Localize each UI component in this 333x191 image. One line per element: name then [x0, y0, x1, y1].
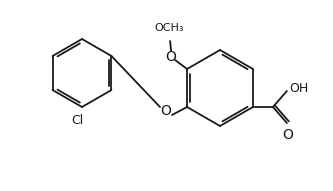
Text: O: O: [161, 104, 171, 118]
Text: Cl: Cl: [71, 114, 83, 127]
Text: O: O: [282, 128, 293, 142]
Text: OCH₃: OCH₃: [154, 23, 184, 33]
Text: OH: OH: [289, 82, 308, 95]
Text: O: O: [166, 50, 176, 64]
